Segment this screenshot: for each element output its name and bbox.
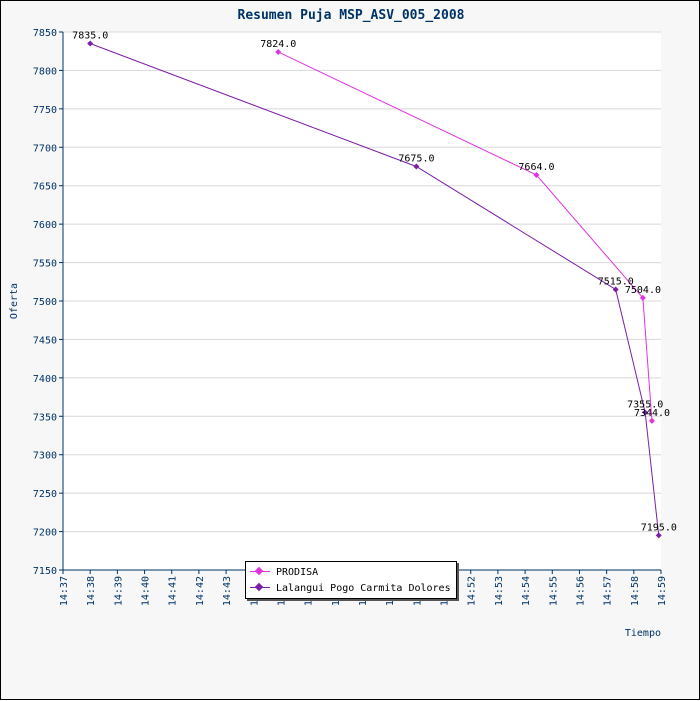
data-label: 7504.0 [625,285,661,296]
x-tick-label: 14:54 [521,576,532,606]
diamond-marker-icon [254,566,264,576]
data-point [275,48,282,55]
x-axis-title: Tiempo [625,628,661,639]
chart-title: Resumen Puja MSP_ASV_005_2008 [238,8,465,23]
data-label: 7835.0 [72,31,108,42]
x-tick-label: 14:43 [222,576,233,606]
legend-swatch-lalangui [250,582,270,593]
x-tick-label: 14:52 [467,576,478,606]
legend-label-prodisa: PRODISA [276,566,319,578]
data-label: 7355.0 [627,399,663,410]
y-tick-label: 7800 [33,66,57,77]
data-label: 7675.0 [398,154,434,165]
y-tick-label: 7200 [33,528,57,539]
data-point [639,294,646,301]
label-layer: 7824.0 7664.0 7504.0 7344.0 7835.0 7675.0 7515… [72,31,677,534]
y-tick-label: 7250 [33,489,57,500]
y-tick-label: 7700 [33,143,57,154]
y-tick-label: 7750 [33,105,57,116]
data-label: 7664.0 [518,162,554,173]
legend-label-lalangui: Lalangui Pogo Carmita Dolores [276,582,451,594]
x-tick-label: 14:58 [630,576,641,606]
y-tick-label: 7400 [33,374,57,385]
data-point [87,40,94,47]
x-tick-label: 14:53 [494,576,505,606]
y-tick-label: 7350 [33,412,57,423]
x-tick-label: 14:57 [603,576,614,606]
x-tick-label: 14:37 [59,576,70,606]
diamond-marker-icon [254,582,264,592]
y-tick-label: 7850 [33,28,57,39]
y-tick-label: 7500 [33,297,57,308]
y-tick-label: 7300 [33,451,57,462]
x-tick-label: 14:59 [657,576,668,606]
legend: PRODISA Lalangui Pogo Carmita Dolores [245,561,457,599]
x-tick-label: 14:42 [195,576,206,606]
data-label: 7195.0 [641,522,677,533]
legend-swatch-prodisa [250,566,270,577]
x-tick-label: 14:56 [575,576,586,606]
data-label: 7344.0 [634,408,670,419]
legend-item-lalangui: Lalangui Pogo Carmita Dolores [250,581,451,595]
series-line [277,51,653,421]
series-layer [87,40,662,539]
data-point [413,163,420,170]
x-tick-label: 14:38 [86,576,97,606]
data-point [655,532,662,539]
y-tick-label: 7650 [33,182,57,193]
y-axis-title: Oferta [9,283,20,319]
data-point [648,417,655,424]
data-point [612,286,619,293]
legend-item-prodisa: PRODISA [250,565,318,579]
x-tick-label: 14:40 [141,576,152,606]
data-point [533,171,540,178]
x-tick-label: 14:41 [168,576,179,606]
y-tick-label: 7550 [33,259,57,270]
data-label: 7515.0 [598,276,634,287]
data-label: 7824.0 [260,39,296,50]
y-tick-label: 7450 [33,335,57,346]
y-tick-label: 7150 [33,566,57,577]
x-tick-label: 14:55 [548,576,559,606]
x-tick-label: 14:39 [113,576,124,606]
data-point [642,409,649,416]
y-tick-label: 7600 [33,220,57,231]
